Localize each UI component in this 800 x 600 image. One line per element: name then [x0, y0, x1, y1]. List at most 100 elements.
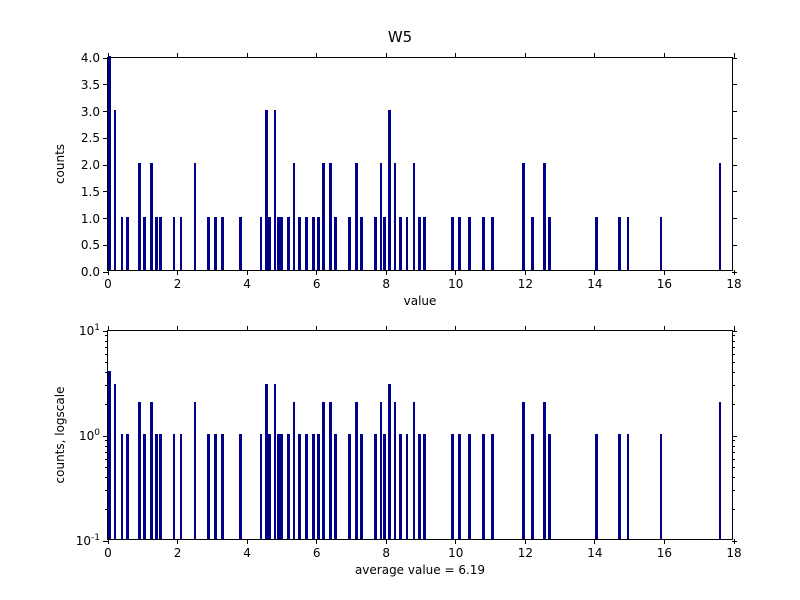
xtick-label: 2 — [174, 277, 182, 291]
bar — [627, 434, 630, 539]
bar — [627, 217, 630, 271]
bar — [317, 434, 320, 539]
figure: W5 counts value 0246810121416180.00.51.0… — [0, 0, 800, 600]
bar — [159, 434, 162, 539]
bar — [595, 434, 598, 539]
bar — [482, 217, 485, 271]
ytick-label: 4.0 — [81, 51, 100, 65]
bar — [312, 217, 315, 271]
bar — [155, 434, 158, 539]
bar — [394, 402, 397, 539]
bar — [268, 434, 271, 539]
bar — [173, 434, 176, 539]
bar — [194, 402, 197, 539]
bar — [418, 434, 421, 539]
xtick-label: 10 — [448, 546, 463, 560]
bar — [348, 434, 351, 539]
ytick-label: 2.0 — [81, 158, 100, 172]
bar — [329, 163, 332, 270]
bar — [388, 384, 391, 539]
ytick-label: 101 — [79, 324, 100, 338]
bar — [138, 402, 141, 539]
top-xlabel: value — [108, 294, 732, 308]
bar — [277, 434, 280, 539]
xtick-label: 4 — [243, 546, 251, 560]
bar — [121, 434, 124, 539]
bar — [374, 434, 377, 539]
bar — [194, 163, 197, 270]
bar — [207, 217, 210, 271]
bar — [221, 434, 224, 539]
bar — [150, 163, 153, 270]
bar — [265, 384, 268, 539]
ytick-label: 3.5 — [81, 78, 100, 92]
bar — [374, 217, 377, 271]
xtick-label: 14 — [587, 277, 602, 291]
xtick-label: 8 — [382, 546, 390, 560]
bar — [260, 217, 263, 271]
xtick-label: 0 — [104, 277, 112, 291]
bar — [138, 163, 141, 270]
bar — [322, 402, 325, 539]
bar — [298, 434, 301, 539]
bar — [360, 217, 363, 271]
bar — [348, 217, 351, 271]
bar — [329, 402, 332, 539]
xtick-label: 18 — [726, 546, 741, 560]
xtick-label: 16 — [657, 277, 672, 291]
ytick-label: 0.5 — [81, 238, 100, 252]
bar — [380, 402, 383, 539]
bar — [380, 163, 383, 270]
bar — [265, 110, 268, 271]
ytick-label: 3.0 — [81, 105, 100, 119]
bar — [293, 402, 296, 539]
bar — [334, 434, 337, 539]
xtick-label: 0 — [104, 546, 112, 560]
bar — [221, 217, 224, 271]
xtick-label: 12 — [518, 546, 533, 560]
bar — [548, 434, 551, 539]
bar — [388, 110, 391, 271]
bar — [468, 434, 471, 539]
bar — [406, 434, 409, 539]
bar — [719, 163, 722, 270]
ytick-label: 2.5 — [81, 131, 100, 145]
bar — [406, 217, 409, 271]
bar — [482, 434, 485, 539]
bar — [277, 217, 280, 271]
bar — [173, 217, 176, 271]
bar — [451, 217, 454, 271]
top-panel: counts value 0246810121416180.00.51.01.5… — [107, 57, 733, 271]
xtick-label: 16 — [657, 546, 672, 560]
bottom-panel: counts, logscale average value = 6.19 02… — [107, 330, 733, 540]
bar — [159, 217, 162, 271]
bar — [618, 434, 621, 539]
bar — [126, 434, 129, 539]
bar — [531, 434, 534, 539]
ytick-label: 1.0 — [81, 212, 100, 226]
bar — [280, 217, 283, 271]
bar — [260, 434, 263, 539]
bar — [423, 434, 426, 539]
bar — [121, 217, 124, 271]
bar — [317, 217, 320, 271]
xtick-label: 6 — [313, 546, 321, 560]
bar — [268, 217, 271, 271]
bar — [383, 434, 386, 539]
bar — [531, 217, 534, 271]
bar — [155, 217, 158, 271]
bar — [660, 217, 663, 271]
bar — [595, 217, 598, 271]
xtick-label: 4 — [243, 277, 251, 291]
bar — [399, 434, 402, 539]
ytick-label: 100 — [79, 429, 100, 443]
xtick-label: 2 — [174, 546, 182, 560]
xtick-label: 6 — [313, 277, 321, 291]
bar — [451, 434, 454, 539]
bar — [468, 217, 471, 271]
bar — [207, 434, 210, 539]
bar — [394, 163, 397, 270]
bottom-ylabel: counts, logscale — [53, 387, 67, 484]
xtick-label: 10 — [448, 277, 463, 291]
bar — [312, 434, 315, 539]
